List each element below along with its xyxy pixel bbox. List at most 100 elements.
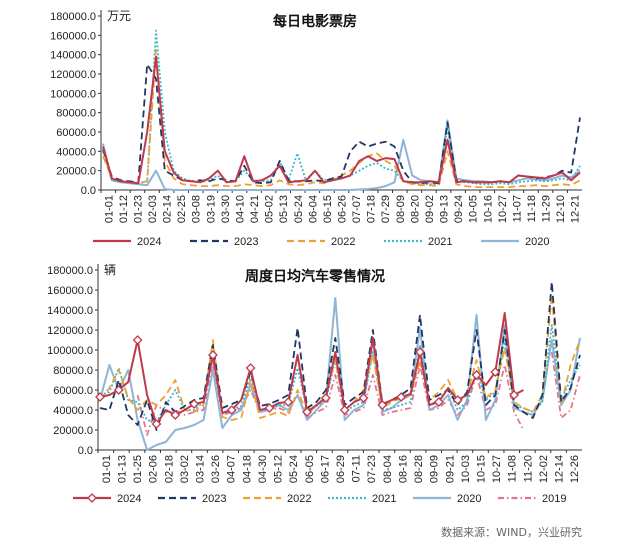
x-tick-label: 06-26 [337, 195, 349, 223]
y-tick-label: 100000.0 [47, 345, 93, 357]
x-tick-label: 02-25 [176, 195, 188, 223]
x-tick-label: 11-18 [526, 195, 538, 222]
series-marker-2024 [490, 367, 501, 377]
series-marker-2024 [396, 392, 407, 402]
y-tick-label: 60000.0 [53, 385, 93, 397]
x-tick-label: 10-27 [497, 195, 509, 223]
x-tick-label: 08-16 [397, 455, 409, 483]
series-marker-2024 [471, 370, 482, 380]
x-tick-label: 03-08 [191, 195, 203, 223]
y-tick-label: 40000.0 [53, 405, 93, 417]
series-line-2023 [99, 281, 581, 431]
x-tick-label: 07-23 [366, 455, 378, 483]
y-tick-label: 0.0 [78, 445, 93, 457]
box-office-chart: 每日电影票房 万元 0.0 20000.0 40000.0 60000.0 80000.0 1… [50, 9, 582, 248]
car-retail-chart: 周度日均汽车零售情况 辆 0.0 20000.0 40000.0 60000.0 80000… [47, 263, 582, 505]
y-tick-label: 80000.0 [53, 365, 93, 377]
y-tick-label: 20000.0 [53, 425, 93, 437]
legend-label-2022: 2022 [287, 493, 311, 505]
x-tick-label: 08-28 [413, 455, 425, 483]
x-tick-label: 06-15 [322, 195, 334, 223]
legend-marker [87, 493, 97, 503]
legend-label-2023: 2023 [234, 236, 258, 248]
series-marker-2024 [113, 385, 124, 395]
x-tick-label: 06-17 [319, 455, 331, 483]
series-marker-2024 [208, 350, 218, 360]
x-tick-label: 07-11 [351, 455, 363, 482]
x-tick-label: 05-12 [273, 455, 285, 483]
x-tick-label: 12-26 [569, 455, 581, 483]
series-marker-2024 [151, 419, 162, 429]
x-tick-label: 09-24 [453, 195, 465, 223]
x-tick-label: 09-13 [439, 195, 451, 223]
x-tick-label: 04-30 [257, 455, 269, 483]
series-marker-2024 [415, 347, 425, 357]
x-tick-label: 01-01 [101, 455, 113, 483]
y-tick-label: 140000.0 [50, 50, 96, 62]
x-tick-label: 10-27 [491, 455, 503, 483]
y-tick-label: 0.0 [81, 185, 96, 197]
x-tick-label: 02-18 [163, 455, 175, 483]
legend-label-2021: 2021 [372, 493, 396, 505]
x-tick-label: 09-21 [444, 455, 456, 483]
series-marker-2024 [377, 400, 388, 410]
legend: 2024 2023 2022 2021 2020 2019 [73, 493, 566, 505]
series-marker-2024 [245, 363, 256, 373]
x-tick-label: 09-02 [424, 195, 436, 223]
series-marker-2024 [358, 393, 369, 403]
source-note: 数据来源：WIND，兴业研究 [441, 525, 582, 539]
x-tick-label: 11-29 [541, 195, 553, 222]
y-tick-label: 120000.0 [50, 69, 96, 81]
x-tick-label: 01-23 [132, 195, 144, 223]
x-tick-label: 11-07 [511, 195, 523, 222]
chart-title: 每日电影票房 [273, 13, 357, 30]
x-tick-label: 03-14 [194, 455, 206, 483]
x-tick-label: 02-06 [148, 455, 160, 483]
y-tick-label: 180000.0 [47, 265, 93, 277]
x-tick-label: 03-19 [205, 195, 217, 223]
series-marker-2024 [433, 397, 444, 407]
x-tick-label: 01-12 [118, 195, 130, 223]
y-tick-label: 80000.0 [56, 108, 96, 120]
x-tick-label: 02-14 [162, 195, 174, 223]
legend-label-2021: 2021 [428, 236, 452, 248]
x-tick-label: 12-02 [538, 455, 550, 483]
y-axis-unit: 万元 [107, 9, 131, 23]
x-tick-label: 05-02 [264, 195, 276, 223]
x-tick-label: 07-18 [366, 195, 378, 223]
legend-label-2020: 2020 [525, 236, 549, 248]
legend-label-2020: 2020 [457, 493, 481, 505]
x-tick-label: 03-26 [210, 455, 222, 483]
y-tick-label: 160000.0 [50, 30, 96, 42]
x-tick-label: 04-07 [226, 455, 238, 483]
x-tick-label: 01-13 [116, 455, 128, 483]
series-marker-2024 [170, 410, 181, 420]
series-line-2019 [136, 351, 581, 436]
y-tick-label: 60000.0 [56, 127, 96, 139]
legend-label-2024: 2024 [117, 493, 141, 505]
series-marker-2024 [226, 405, 237, 415]
y-tick-label: 160000.0 [47, 285, 93, 297]
x-tick-label: 10-15 [476, 455, 488, 483]
series-marker-2024 [320, 393, 331, 403]
x-tick-label: 07-29 [380, 195, 392, 223]
legend: 2024 2023 2022 2021 2020 [93, 236, 549, 248]
y-tick-label: 40000.0 [56, 146, 96, 158]
series-marker-2024 [509, 390, 520, 400]
legend-label-2022: 2022 [331, 236, 355, 248]
x-tick-label: 07-07 [351, 195, 363, 223]
series-line-2021 [102, 29, 581, 186]
x-tick-label: 03-02 [179, 455, 191, 483]
y-tick-label: 180000.0 [50, 11, 96, 23]
series-marker-2024 [283, 397, 294, 407]
series-marker-2024 [452, 395, 463, 405]
chart-title: 周度日均汽车零售情况 [245, 268, 385, 285]
series-line-2022 [102, 48, 581, 188]
x-tick-label: 04-18 [241, 455, 253, 483]
x-tick-label: 06-04 [307, 195, 319, 223]
x-tick-label: 10-03 [460, 455, 472, 483]
series-marker-2024 [302, 407, 312, 417]
y-tick-label: 100000.0 [50, 88, 96, 100]
legend-label-2023: 2023 [202, 493, 226, 505]
